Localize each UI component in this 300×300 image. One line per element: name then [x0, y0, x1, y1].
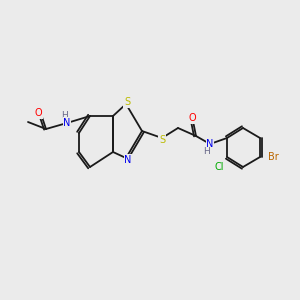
Text: S: S [124, 97, 130, 107]
Text: N: N [63, 118, 71, 128]
Text: S: S [159, 135, 165, 145]
Text: Br: Br [268, 152, 278, 162]
Text: Cl: Cl [214, 162, 224, 172]
Text: N: N [206, 139, 214, 149]
Text: N: N [124, 155, 132, 165]
Text: H: H [61, 112, 68, 121]
Text: O: O [34, 108, 42, 118]
Text: H: H [204, 148, 210, 157]
Text: O: O [188, 113, 196, 123]
